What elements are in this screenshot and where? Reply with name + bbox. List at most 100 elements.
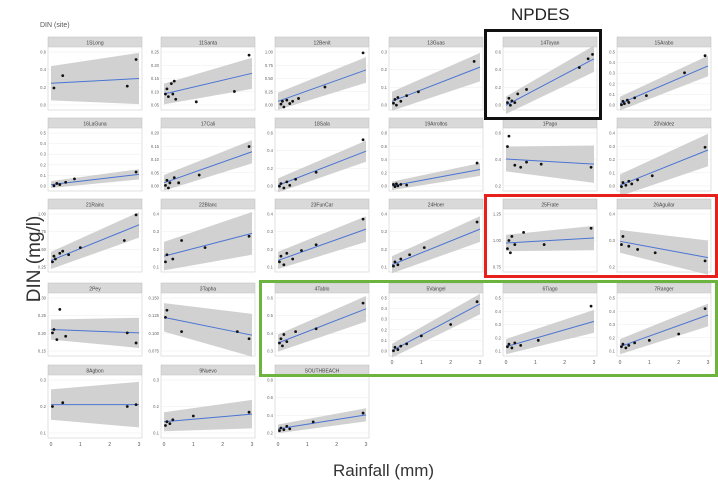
y-axis-label: DIN (mg/l) <box>24 215 45 303</box>
x-tick-label: 2 <box>221 442 224 448</box>
y-tick-label: 0.2 <box>609 265 615 270</box>
data-point <box>285 424 289 428</box>
data-point <box>172 176 176 180</box>
y-tick-label: 0.10 <box>151 157 160 162</box>
facet-title: 7Ranger <box>654 287 674 293</box>
fit-line <box>619 240 709 259</box>
data-point <box>172 79 176 83</box>
data-point <box>703 259 707 263</box>
confidence-band <box>506 45 594 115</box>
data-point <box>134 170 138 174</box>
y-tick-label: 1.00 <box>38 212 47 217</box>
data-point <box>311 420 315 424</box>
data-point <box>586 57 590 61</box>
facet-panel: 15Arabo 0.5 0.4 0.3 0.2 0.1 0.0 <box>609 36 712 111</box>
data-point <box>61 249 65 253</box>
data-point <box>282 263 286 267</box>
data-point <box>285 251 289 255</box>
x-tick-label: 0 <box>163 442 166 448</box>
data-point <box>405 342 409 346</box>
y-tick-label: 0.50 <box>38 247 47 252</box>
fit-line <box>163 151 253 184</box>
data-point <box>589 165 593 169</box>
y-tick-label: 0.1 <box>609 170 615 175</box>
data-point <box>125 331 129 335</box>
data-point <box>399 99 403 103</box>
facet-panel: 2Pey 0.30 0.25 0.20 0.15 <box>38 282 143 357</box>
data-point <box>169 82 173 86</box>
x-tick-label: 1 <box>420 360 423 366</box>
facet-panel: SOUTHBEACH 0.8 0.6 0.4 0.2 0 1 2 3 <box>267 364 370 448</box>
y-tick-label: 0.2 <box>40 85 46 90</box>
y-tick-label: 0.15 <box>151 144 160 149</box>
data-point <box>67 253 70 257</box>
facet-title: 23FunCar <box>311 203 334 209</box>
x-tick-label: 1 <box>534 360 537 366</box>
data-point <box>475 220 479 224</box>
data-point <box>623 102 626 105</box>
data-point <box>627 344 631 347</box>
y-tick-label: 0.25 <box>151 50 160 55</box>
data-point <box>507 342 511 346</box>
data-point <box>180 239 184 242</box>
data-point <box>294 177 297 181</box>
facet-title: 4Tablo <box>315 287 330 293</box>
y-tick-label: 0.3 <box>609 238 615 243</box>
data-point <box>52 254 56 258</box>
data-point <box>633 96 637 100</box>
y-tick-label: 0.05 <box>151 103 160 108</box>
confidence-band <box>51 317 139 348</box>
data-point <box>396 96 400 99</box>
y-tick-label: 0.6 <box>267 131 273 136</box>
x-tick-label: 2 <box>449 360 452 366</box>
facet-title: 1Pago <box>543 122 558 128</box>
y-tick-label: 0.0 <box>381 103 387 108</box>
y-tick-label: 0.0 <box>381 184 387 189</box>
data-point <box>507 96 511 100</box>
y-tick-label: 0.2 <box>495 335 501 340</box>
data-point <box>171 257 175 261</box>
confidence-band <box>51 169 139 188</box>
data-point <box>54 257 57 261</box>
x-tick-label: 2 <box>677 360 680 366</box>
y-tick-label: 0.3 <box>267 349 273 354</box>
data-point <box>279 337 283 341</box>
confidence-band <box>278 57 366 110</box>
data-point <box>58 251 62 255</box>
npdes-label: NPDES <box>511 5 570 24</box>
confidence-band <box>164 140 252 191</box>
y-tick-label: 0.2 <box>609 81 615 86</box>
data-point <box>203 246 207 250</box>
data-point <box>396 348 400 351</box>
y-tick-label: 0.2 <box>381 247 387 252</box>
data-point <box>279 254 283 258</box>
y-tick-label: 0.4 <box>381 157 387 162</box>
y-tick-label: 0.2 <box>381 170 387 175</box>
data-point <box>393 185 397 188</box>
data-point <box>507 134 511 138</box>
y-tick-label: 0.20 <box>151 63 160 68</box>
fit-line <box>277 228 367 261</box>
y-tick-label: 0.2 <box>495 85 501 90</box>
data-point <box>645 94 648 97</box>
data-point <box>300 249 303 252</box>
data-point <box>288 183 292 187</box>
facet-title: 17Cali <box>201 122 215 128</box>
data-point <box>294 330 297 334</box>
data-point <box>235 330 239 334</box>
data-point <box>177 181 181 185</box>
data-point <box>281 99 284 103</box>
confidence-band <box>51 212 139 269</box>
y-tick-label: 0.1 <box>40 173 46 178</box>
y-tick-label: 0.2 <box>609 157 615 162</box>
red-highlight-box <box>484 194 718 278</box>
y-tick-label: 0.2 <box>153 247 159 252</box>
confidence-band <box>392 293 480 358</box>
y-tick-label: 0.1 <box>381 85 387 90</box>
data-point <box>513 341 517 345</box>
data-point <box>392 183 395 186</box>
data-point <box>282 105 286 109</box>
data-point <box>396 263 400 267</box>
data-point <box>620 243 623 246</box>
y-tick-label: 0.0 <box>609 103 615 108</box>
